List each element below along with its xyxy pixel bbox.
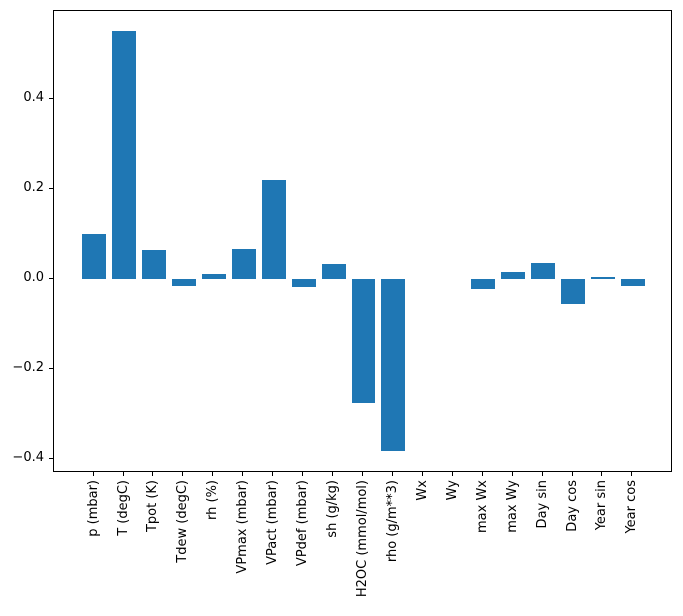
bar — [291, 279, 316, 288]
x-tick-label: VPdef (mbar) — [295, 480, 311, 567]
x-tick-label: sh (g/kg) — [325, 480, 341, 538]
y-tick-label: 0.0 — [23, 270, 44, 286]
y-tick-label: 0.4 — [23, 90, 44, 106]
x-tick-mark — [601, 472, 603, 476]
bar — [471, 279, 496, 289]
x-tick-mark — [421, 472, 423, 476]
bar — [261, 180, 286, 280]
bar — [321, 264, 346, 280]
x-tick-label: rh (%) — [205, 480, 221, 520]
x-tick-mark — [511, 472, 513, 476]
x-tick-label: Wy — [444, 480, 460, 501]
x-tick-mark — [451, 472, 453, 476]
bar — [501, 271, 526, 280]
x-tick-mark — [631, 472, 633, 476]
x-tick-mark — [391, 472, 393, 476]
y-tick-mark — [49, 367, 53, 369]
x-tick-mark — [92, 472, 94, 476]
x-tick-label: Day cos — [564, 480, 580, 532]
bar — [561, 279, 585, 305]
x-tick-label: Tdew (degC) — [175, 480, 191, 563]
bar — [82, 234, 107, 280]
bar — [231, 248, 256, 280]
x-tick-mark — [362, 472, 363, 476]
x-tick-mark — [571, 472, 573, 476]
y-tick-mark — [49, 277, 53, 279]
y-tick-label: −0.2 — [12, 360, 44, 376]
x-tick-mark — [242, 472, 244, 476]
x-tick-label: Wx — [414, 480, 430, 501]
x-tick-mark — [481, 472, 483, 476]
x-tick-label: max Wx — [474, 480, 490, 534]
bar — [531, 262, 556, 280]
y-tick-mark — [49, 97, 53, 99]
bar — [620, 279, 645, 287]
x-tick-mark — [272, 472, 274, 476]
bar — [142, 250, 166, 280]
x-tick-label: Day sin — [534, 480, 550, 529]
y-tick-mark — [49, 187, 53, 189]
plot-area — [53, 10, 672, 472]
x-tick-label: p (mbar) — [85, 480, 101, 537]
x-tick-mark — [152, 472, 154, 476]
bar — [201, 273, 226, 280]
x-tick-label: H2OC (mmol/mol) — [355, 480, 370, 598]
y-tick-label: −0.4 — [12, 450, 44, 466]
x-tick-label: Year cos — [624, 480, 640, 534]
x-tick-mark — [212, 472, 214, 476]
x-tick-label: VPact (mbar) — [265, 480, 281, 565]
bar — [351, 279, 376, 404]
y-tick-mark — [49, 457, 53, 459]
x-tick-mark — [122, 472, 124, 476]
x-tick-mark — [182, 472, 184, 476]
x-tick-label: T (degC) — [115, 480, 131, 536]
bar — [590, 277, 615, 280]
x-tick-label: max Wy — [504, 480, 520, 533]
x-tick-label: Year sin — [594, 480, 610, 531]
x-tick-mark — [302, 472, 304, 476]
y-tick-label: 0.2 — [23, 180, 44, 196]
bar — [381, 279, 406, 451]
x-tick-mark — [332, 472, 334, 476]
x-tick-label: Tpot (K) — [145, 480, 161, 533]
bar — [171, 279, 196, 287]
x-tick-mark — [541, 472, 543, 476]
x-tick-label: VPmax (mbar) — [235, 480, 251, 574]
x-tick-label: rho (g/m**3) — [384, 480, 400, 563]
bar — [112, 31, 136, 280]
